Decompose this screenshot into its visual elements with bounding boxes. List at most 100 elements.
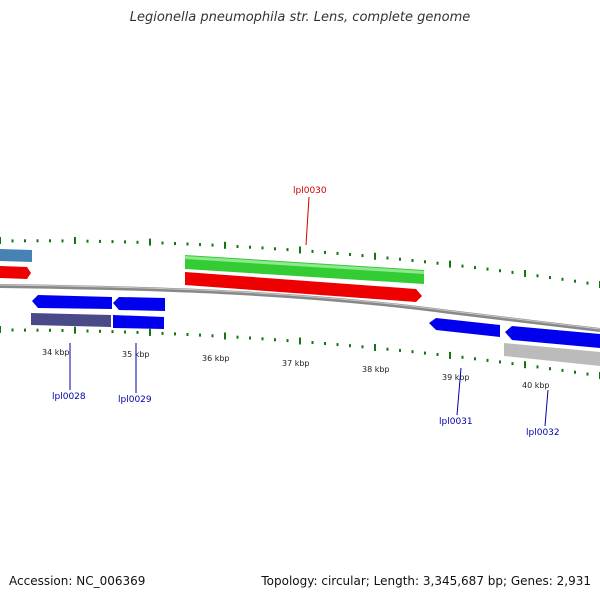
minor-tick: [561, 368, 564, 372]
gene-lpl0031[interactable]: [429, 318, 500, 337]
minor-tick: [24, 239, 26, 243]
minor-tick: [274, 338, 276, 342]
major-tick: [74, 326, 76, 334]
gene-red-left[interactable]: [0, 266, 31, 279]
minor-tick: [124, 330, 126, 334]
major-tick: [299, 246, 301, 254]
minor-tick: [136, 330, 139, 334]
gene-lpl0029[interactable]: [113, 297, 165, 311]
minor-tick: [161, 331, 164, 335]
minor-tick: [411, 350, 414, 354]
minor-tick: [161, 241, 164, 245]
major-tick: [449, 260, 451, 268]
minor-tick: [499, 360, 501, 364]
gene-lpl0030-forward-shine: [185, 256, 424, 274]
major-tick: [524, 361, 526, 369]
minor-tick: [549, 367, 551, 371]
tick-label-39: 39 kbp: [442, 373, 470, 382]
minor-tick: [174, 242, 176, 245]
tick-label-40: 40 kbp: [522, 381, 550, 390]
feature-lpl0028-other[interactable]: [31, 313, 111, 327]
major-tick: [149, 328, 151, 336]
tick-label-37: 37 kbp: [282, 359, 310, 368]
minor-tick: [124, 240, 126, 244]
feature-grey-right[interactable]: [504, 343, 600, 366]
minor-tick: [261, 337, 264, 341]
minor-tick: [36, 328, 39, 332]
minor-tick: [586, 372, 589, 376]
minor-tick: [211, 334, 214, 338]
minor-tick: [286, 248, 289, 252]
minor-tick: [11, 328, 14, 332]
feature-lpl0029-other[interactable]: [113, 315, 164, 329]
minor-tick: [461, 355, 464, 359]
minor-tick: [261, 246, 264, 250]
gene-label-lpl0031: lpl0031: [439, 417, 473, 427]
minor-tick: [361, 254, 364, 258]
minor-tick: [511, 362, 514, 366]
minor-tick: [111, 240, 114, 244]
callout-line-lpl0030: [305, 196, 310, 246]
major-tick: [449, 351, 451, 359]
minor-tick: [49, 328, 51, 332]
minor-tick: [511, 270, 514, 274]
minor-tick: [424, 260, 426, 264]
major-tick: [224, 332, 226, 340]
minor-tick: [424, 351, 426, 355]
minor-tick: [574, 370, 576, 374]
gene-callouts: lpl0028 lpl0029 lpl0030 lpl0031 lpl0032: [52, 186, 560, 438]
major-tick: [149, 238, 151, 246]
major-tick: [374, 344, 376, 351]
minor-tick: [11, 239, 14, 243]
minor-tick: [174, 332, 176, 336]
minor-tick: [574, 279, 576, 283]
feature-steelblue-left[interactable]: [0, 249, 32, 262]
minor-tick: [249, 336, 251, 340]
minor-tick: [399, 257, 401, 261]
accession-text: Accession: NC_006369: [9, 574, 146, 588]
genome-backbone-highlight: [0, 284, 600, 330]
minor-tick: [474, 357, 476, 361]
minor-tick: [336, 343, 339, 347]
inner-tick-dots: [0, 326, 600, 379]
minor-tick: [199, 333, 201, 337]
minor-tick: [249, 245, 251, 249]
minor-tick: [286, 339, 289, 343]
minor-tick: [386, 347, 389, 351]
minor-tick: [536, 274, 539, 278]
minor-tick: [311, 249, 314, 253]
minor-tick: [36, 239, 39, 243]
minor-tick: [211, 243, 214, 247]
gene-label-lpl0030: lpl0030: [293, 186, 327, 196]
gene-lpl0032[interactable]: [505, 326, 600, 348]
genome-backbone: [0, 284, 600, 332]
genome-summary-text: Topology: circular; Length: 3,345,687 bp…: [261, 574, 591, 588]
kbp-scale: 34 kbp 35 kbp 36 kbp 37 kbp 38 kbp 39 kb…: [42, 348, 550, 390]
major-tick: [0, 326, 1, 333]
minor-tick: [486, 267, 489, 271]
minor-tick: [111, 330, 114, 334]
minor-tick: [336, 251, 339, 255]
minor-tick: [99, 329, 101, 333]
tick-label-36: 36 kbp: [202, 354, 230, 363]
tick-label-34: 34 kbp: [42, 348, 70, 357]
major-tick: [0, 237, 1, 244]
minor-tick: [549, 276, 551, 279]
gene-label-lpl0028: lpl0028: [52, 392, 86, 402]
gene-lpl0030[interactable]: [185, 272, 422, 302]
minor-tick: [486, 358, 489, 362]
minor-tick: [586, 281, 589, 285]
minor-tick: [99, 239, 101, 243]
minor-tick: [186, 333, 189, 336]
minor-tick: [49, 239, 51, 243]
minor-tick: [474, 266, 476, 270]
map-title: Legionella pneumophila str. Lens, comple…: [129, 10, 471, 25]
major-tick: [374, 252, 376, 260]
tick-label-38: 38 kbp: [362, 365, 390, 374]
minor-tick: [411, 259, 414, 262]
minor-tick: [461, 264, 464, 268]
callout-line-lpl0031: [456, 367, 462, 416]
minor-tick: [86, 239, 89, 243]
gene-lpl0028[interactable]: [32, 295, 112, 309]
